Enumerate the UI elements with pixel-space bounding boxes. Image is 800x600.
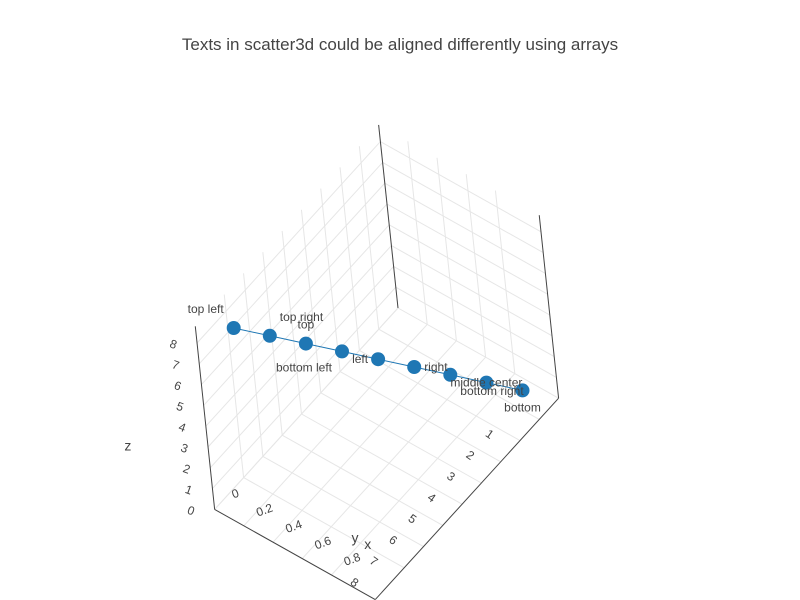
z-axis-title: z <box>124 437 131 453</box>
data-label: bottom <box>504 400 541 414</box>
axis-edge <box>378 124 399 309</box>
grid-line <box>201 182 386 385</box>
grid-line <box>243 324 428 527</box>
z-tick-label: 6 <box>172 378 183 394</box>
grid-line <box>359 349 521 442</box>
y-tick-label: 0 <box>230 486 241 502</box>
z-tick-label: 2 <box>181 461 192 477</box>
grid-line <box>203 203 388 406</box>
grid-line <box>320 188 341 372</box>
grid-line <box>301 413 463 505</box>
data-point <box>371 352 386 367</box>
data-point <box>262 328 277 343</box>
grid-line <box>388 224 551 316</box>
grid-line <box>281 230 302 415</box>
data-label: bottom right <box>460 384 524 398</box>
x-tick-label: 5 <box>406 511 420 526</box>
grid-line <box>386 203 548 295</box>
data-label: top left <box>188 302 225 316</box>
grid-line <box>243 477 405 569</box>
axis-edge <box>374 397 559 600</box>
x-tick-label: 4 <box>425 490 439 505</box>
grid-line <box>198 162 383 365</box>
grid-line <box>205 224 390 427</box>
grid-layer <box>196 124 559 576</box>
grid-line <box>196 141 381 344</box>
grid-line <box>243 273 264 457</box>
series-layer <box>226 321 530 398</box>
x-tick-label: 6 <box>386 532 400 547</box>
grid-line <box>395 286 557 378</box>
data-point <box>407 360 422 374</box>
axis-edge <box>538 215 560 399</box>
grid-line <box>393 265 555 358</box>
grid-line <box>378 328 540 420</box>
grid-line <box>331 373 516 576</box>
grid-line <box>301 356 486 559</box>
grid-line <box>209 266 394 469</box>
grid-line <box>407 141 428 325</box>
grid-line <box>281 434 444 526</box>
data-label: left <box>352 352 369 366</box>
x-tick-label: 8 <box>348 575 362 590</box>
z-tick-label: 0 <box>185 503 196 519</box>
z-tick-label: 4 <box>177 420 188 436</box>
y-tick-label: 0.2 <box>254 501 275 520</box>
x-axis-title: x <box>364 536 371 552</box>
axis-edge <box>214 508 376 600</box>
x-tick-label: 3 <box>444 469 458 484</box>
data-point <box>335 344 349 359</box>
grid-line <box>465 174 487 358</box>
grid-line <box>494 190 516 374</box>
y-axis-title: y <box>351 530 358 546</box>
data-point <box>443 367 458 382</box>
x-tick-label: 1 <box>483 426 497 441</box>
chart-title: Texts in scatter3d could be aligned diff… <box>182 35 618 54</box>
data-label: middle center <box>450 376 522 390</box>
grid-line <box>272 340 457 543</box>
grid-line <box>380 141 542 233</box>
grid-line <box>436 157 457 341</box>
grid-line <box>300 209 322 393</box>
z-tick-label: 5 <box>174 399 185 415</box>
y-tick-label: 0.4 <box>283 517 304 536</box>
z-tick-label: 1 <box>183 482 194 498</box>
z-tick-label: 3 <box>179 441 190 457</box>
grid-line <box>382 161 544 254</box>
data-label: top <box>298 318 315 332</box>
data-point <box>226 321 241 335</box>
grid-line <box>212 286 397 489</box>
grid-line <box>391 245 553 337</box>
grid-line <box>339 167 360 351</box>
data-label: right <box>424 360 448 374</box>
grid-line <box>262 455 424 548</box>
grid-line <box>384 182 546 274</box>
z-tick-label: 8 <box>168 337 179 353</box>
grid-line <box>339 371 501 463</box>
y-tick-label: 0.8 <box>342 550 363 569</box>
data-point <box>298 336 313 351</box>
grid-line <box>320 392 482 484</box>
data-point <box>515 383 530 398</box>
data-label: bottom left <box>276 360 333 374</box>
data-label: top right <box>280 310 324 324</box>
grid-line <box>262 252 283 436</box>
x-tick-label: 2 <box>464 448 478 463</box>
axis-edge <box>194 326 216 510</box>
y-tick-label: 0.6 <box>313 533 334 552</box>
grid-line <box>358 146 380 330</box>
grid-line <box>214 307 399 510</box>
z-tick-label: 7 <box>170 357 181 373</box>
data-point <box>479 375 494 390</box>
x-tick-label: 7 <box>367 554 381 569</box>
grid-line <box>397 307 559 399</box>
